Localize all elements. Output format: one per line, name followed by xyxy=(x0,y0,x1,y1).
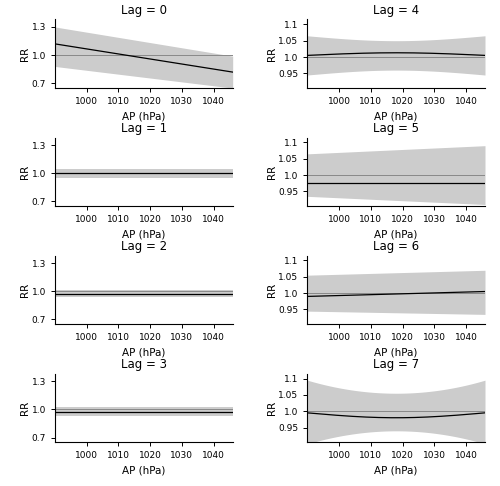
X-axis label: AP (hPa): AP (hPa) xyxy=(122,230,166,240)
Y-axis label: RR: RR xyxy=(267,283,277,297)
X-axis label: AP (hPa): AP (hPa) xyxy=(122,348,166,358)
Title: Lag = 6: Lag = 6 xyxy=(373,240,419,253)
Y-axis label: RR: RR xyxy=(20,283,30,297)
Y-axis label: RR: RR xyxy=(267,47,277,61)
Title: Lag = 0: Lag = 0 xyxy=(121,4,167,17)
X-axis label: AP (hPa): AP (hPa) xyxy=(374,112,418,122)
Y-axis label: RR: RR xyxy=(20,165,30,179)
Y-axis label: RR: RR xyxy=(267,165,277,179)
X-axis label: AP (hPa): AP (hPa) xyxy=(374,230,418,240)
X-axis label: AP (hPa): AP (hPa) xyxy=(122,112,166,122)
X-axis label: AP (hPa): AP (hPa) xyxy=(374,466,418,476)
Y-axis label: RR: RR xyxy=(20,47,30,61)
Title: Lag = 4: Lag = 4 xyxy=(373,4,419,17)
X-axis label: AP (hPa): AP (hPa) xyxy=(122,466,166,476)
Title: Lag = 5: Lag = 5 xyxy=(373,122,419,135)
Title: Lag = 2: Lag = 2 xyxy=(121,240,167,253)
Y-axis label: RR: RR xyxy=(267,401,277,415)
Title: Lag = 3: Lag = 3 xyxy=(121,358,167,371)
X-axis label: AP (hPa): AP (hPa) xyxy=(374,348,418,358)
Title: Lag = 1: Lag = 1 xyxy=(121,122,167,135)
Y-axis label: RR: RR xyxy=(20,401,30,415)
Title: Lag = 7: Lag = 7 xyxy=(373,358,419,371)
